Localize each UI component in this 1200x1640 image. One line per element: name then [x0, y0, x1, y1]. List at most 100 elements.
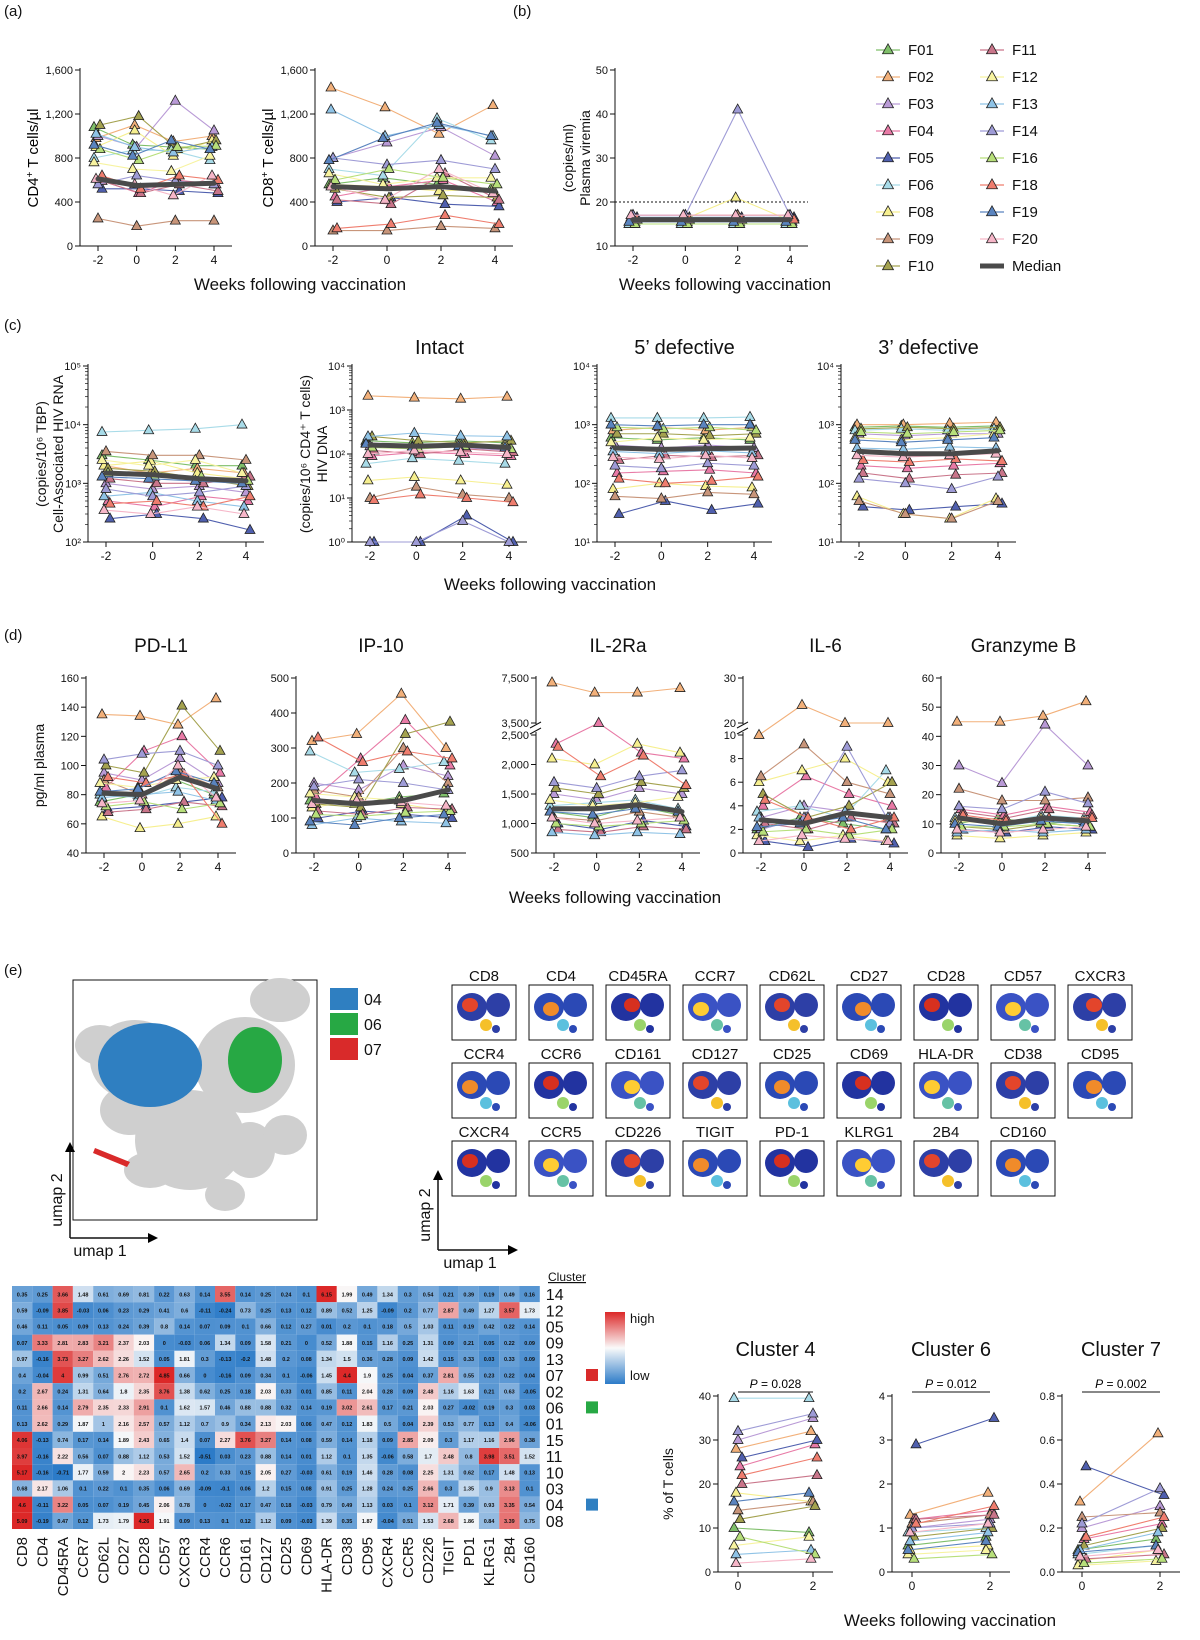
series-line-F05	[102, 188, 219, 194]
point-F13	[588, 828, 601, 840]
x-tick-label: 2	[1042, 860, 1049, 874]
heatmap-cell-value: 0.49	[463, 1309, 474, 1315]
heatmap-cell	[93, 1302, 114, 1319]
point-F14	[548, 775, 560, 787]
heatmap-cell-value: 0.08	[301, 1438, 312, 1444]
heatmap-cell-value: 1.42	[423, 1357, 434, 1363]
legend-marker-F09	[881, 232, 895, 244]
heatmap-cell	[316, 1464, 337, 1481]
series-line-F03	[958, 723, 1089, 784]
point-F20	[674, 811, 686, 822]
point-F08	[631, 737, 644, 748]
heatmap-cell	[397, 1318, 418, 1335]
heatmap-cell	[32, 1448, 53, 1465]
marker-label-CD160: CD160	[1000, 1124, 1047, 1141]
heatmap-cell	[154, 1415, 175, 1432]
heatmap-cell-value: 0.21	[484, 1390, 495, 1396]
y-tick-label: 2	[879, 1479, 885, 1491]
heatmap-cell-value: 0.06	[159, 1487, 170, 1493]
point-F14	[364, 535, 376, 546]
point-F20	[994, 826, 1006, 837]
heatmap-cell	[72, 1350, 94, 1367]
series-line-F14	[614, 462, 755, 469]
point-F16	[437, 171, 449, 182]
heatmap-cell-value: 0.39	[463, 1292, 474, 1298]
heatmap-cell-value: 2.96	[504, 1438, 515, 1444]
heatmap-cell-value: 0.11	[342, 1390, 352, 1396]
x-tick-label: 0	[384, 253, 391, 267]
heatmap-cell-value: 0.18	[281, 1503, 292, 1509]
x-tick-label: 4	[995, 549, 1002, 563]
legend-label-F18: F18	[1012, 177, 1038, 194]
heatmap-cell	[316, 1431, 337, 1448]
heatmap-cell-value: 0.88	[260, 1454, 271, 1460]
heatmap-cell-value: 1.18	[362, 1438, 373, 1444]
heatmap-cell	[438, 1383, 459, 1400]
heatmap-cell	[255, 1350, 276, 1367]
point-F06	[499, 457, 511, 468]
heatmap-cell-value: 0.05	[78, 1503, 89, 1509]
point-F20	[210, 791, 222, 802]
heatmap-cell	[72, 1367, 94, 1384]
heatmap-cell	[194, 1480, 215, 1497]
point-F08	[172, 817, 184, 828]
x-axis-title-b: Weeks following vaccination	[619, 275, 831, 294]
series-line-F18	[764, 799, 895, 830]
point-F10	[592, 787, 605, 798]
marker-accent	[942, 1175, 954, 1187]
heatmap-cell	[133, 1496, 155, 1513]
heatmap-cell-value: 0.57	[159, 1422, 170, 1428]
heatmap-cell	[377, 1464, 398, 1481]
point-F20	[982, 1517, 994, 1528]
point-F19	[941, 433, 954, 444]
heatmap-cell	[438, 1415, 459, 1432]
heatmap-cell	[316, 1334, 337, 1351]
heatmap-cell-value: 2.03	[423, 1406, 434, 1412]
point-F02	[805, 1424, 817, 1436]
marker-cloud	[877, 1025, 885, 1033]
x-axis-title-c: Weeks following vaccination	[444, 575, 656, 594]
point-F13	[982, 1525, 994, 1537]
heatmap-cell-value: 0.21	[443, 1292, 454, 1298]
heatmap-cell-value: 0.9	[221, 1422, 229, 1428]
heatmap-cell-value: 1.7	[424, 1454, 432, 1460]
heatmap-cell-value: 0.9	[485, 1487, 493, 1493]
heatmap-cell-value: 3.33	[37, 1341, 48, 1347]
series-line-F19	[1077, 1545, 1157, 1553]
series-line-F19	[328, 122, 492, 161]
legend-marker-F03	[881, 97, 895, 109]
heatmap-cell	[275, 1302, 297, 1319]
heatmap-cell-value: 3.51	[504, 1454, 515, 1460]
legend-marker-F20	[985, 232, 999, 244]
point-F14	[609, 459, 621, 470]
point-F04	[855, 459, 867, 470]
heatmap-cell-value: 0.15	[240, 1471, 251, 1477]
y-tick-label: 20	[699, 1479, 711, 1491]
x-tick-label: 4	[445, 860, 452, 874]
heatmap-cell-value: 0.12	[342, 1422, 353, 1428]
heatmap-cell	[478, 1464, 500, 1481]
point-F14	[807, 1407, 819, 1418]
heatmap-cell	[72, 1496, 94, 1513]
heatmap-cell	[194, 1334, 215, 1351]
heatmap-cell	[438, 1286, 459, 1303]
y-tick-label: 60	[922, 673, 934, 685]
heatmap-cell	[154, 1480, 175, 1497]
heatmap-cell	[357, 1464, 378, 1481]
point-F18	[659, 476, 672, 488]
legend-label-F19: F19	[1012, 204, 1038, 221]
heatmap-cell-value: 2.39	[423, 1422, 434, 1428]
point-F18	[903, 455, 916, 466]
x-tick-label: 2	[734, 253, 741, 267]
heatmap-cell-value: 1.4	[181, 1438, 190, 1444]
heatmap-cell	[275, 1431, 297, 1448]
y-tick-label: 4	[730, 801, 736, 813]
heatmap-cell	[174, 1512, 195, 1529]
heatmap-cell-value: 0.47	[260, 1503, 271, 1509]
x-tick-label: 2	[459, 549, 466, 563]
heatmap-cell	[418, 1286, 439, 1303]
marker-cloud	[954, 1181, 962, 1189]
point-F02	[730, 1442, 742, 1453]
heatmap-cell	[235, 1399, 256, 1416]
